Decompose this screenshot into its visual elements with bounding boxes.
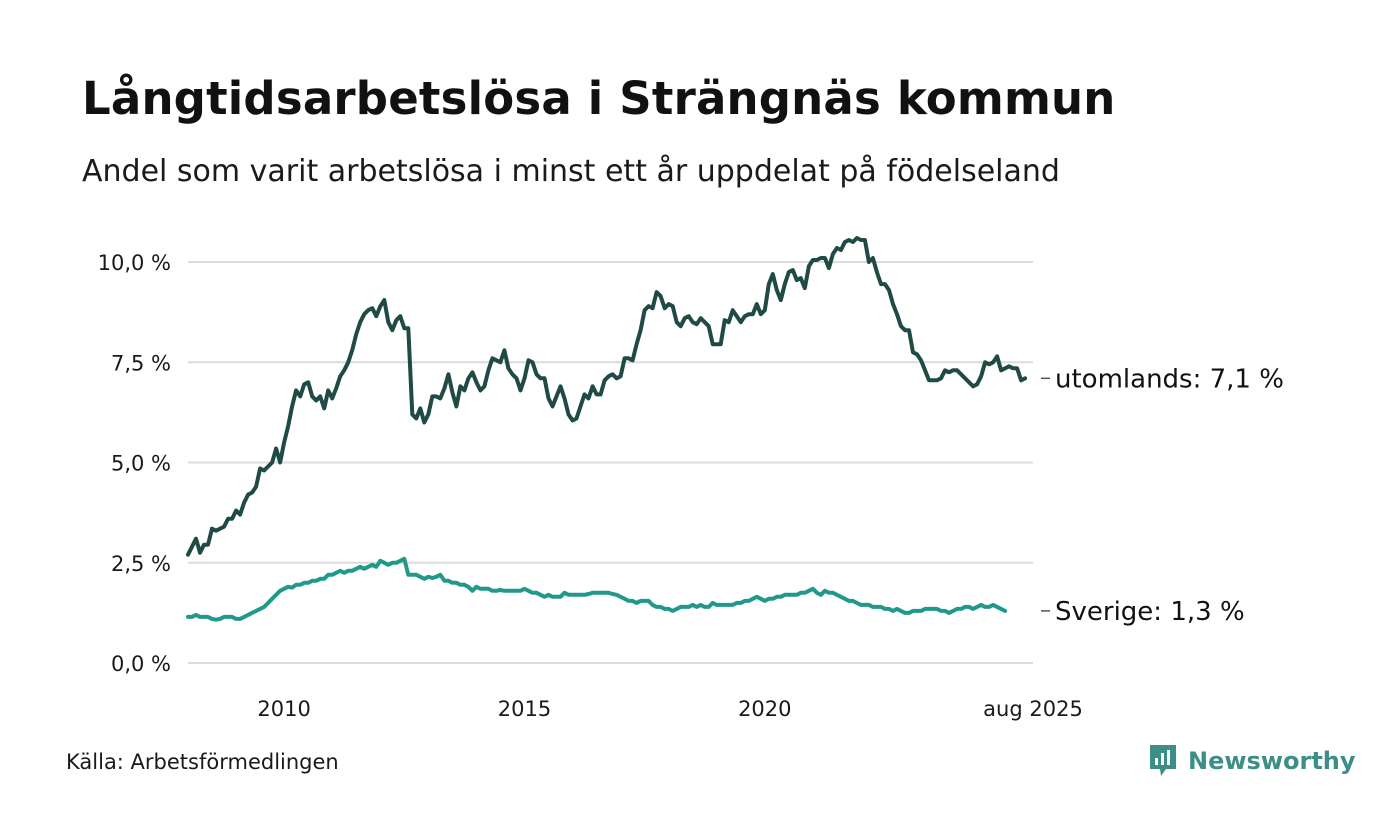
source-note: Källa: Arbetsförmedlingen (66, 750, 339, 774)
series-end-label: utomlands: 7,1 % (1055, 364, 1284, 394)
y-axis-tick-labels: 0,0 % 2,5 % 5,0 % 7,5 % 10,0 % (98, 251, 171, 676)
x-axis-tick-labels: 2010 2015 2020 aug 2025 (257, 697, 1082, 721)
gridlines (188, 261, 1033, 664)
x-tick-label: 2015 (498, 697, 551, 721)
x-tick-label: 2020 (738, 697, 791, 721)
chart-title: Långtidsarbetslösa i Strängnäs kommun (82, 72, 1116, 125)
chart-subtitle: Andel som varit arbetslösa i minst ett å… (82, 154, 1060, 189)
y-tick-label: 2,5 % (111, 552, 171, 576)
y-tick-label: 10,0 % (98, 251, 171, 275)
series-line-sverige (186, 556, 1008, 622)
y-tick-label: 5,0 % (111, 452, 171, 476)
brand-name: Newsworthy (1188, 747, 1356, 775)
series-lines (186, 236, 1028, 622)
x-tick-label: 2010 (257, 697, 310, 721)
series-end-label: Sverige: 1,3 % (1055, 597, 1245, 627)
series-end-labels: utomlands: 7,1 % Sverige: 1,3 % (1041, 364, 1284, 627)
x-tick-label: aug 2025 (983, 697, 1083, 721)
y-tick-label: 0,0 % (111, 652, 171, 676)
bar-chart-logo-icon (1150, 745, 1176, 776)
series-line-utomlands (186, 236, 1028, 557)
y-tick-label: 7,5 % (111, 351, 171, 375)
newsworthy-logo: Newsworthy (1148, 743, 1356, 779)
